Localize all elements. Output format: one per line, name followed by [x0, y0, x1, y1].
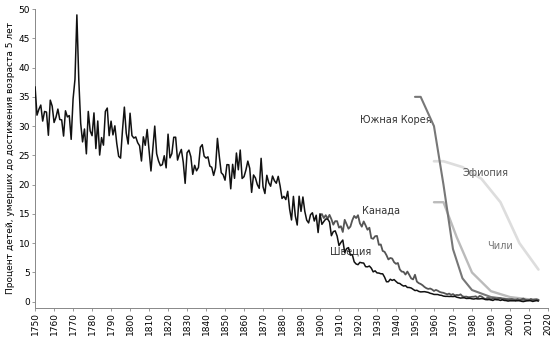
Text: Чили: Чили	[487, 241, 513, 251]
Y-axis label: Процент детей, умерших до достижения возраста 5 лет: Процент детей, умерших до достижения воз…	[6, 22, 15, 294]
Text: Эфиопия: Эфиопия	[463, 168, 508, 178]
Text: Канада: Канада	[362, 206, 400, 216]
Text: Швеция: Швеция	[330, 247, 371, 257]
Text: Южная Корея: Южная Корея	[360, 115, 431, 125]
